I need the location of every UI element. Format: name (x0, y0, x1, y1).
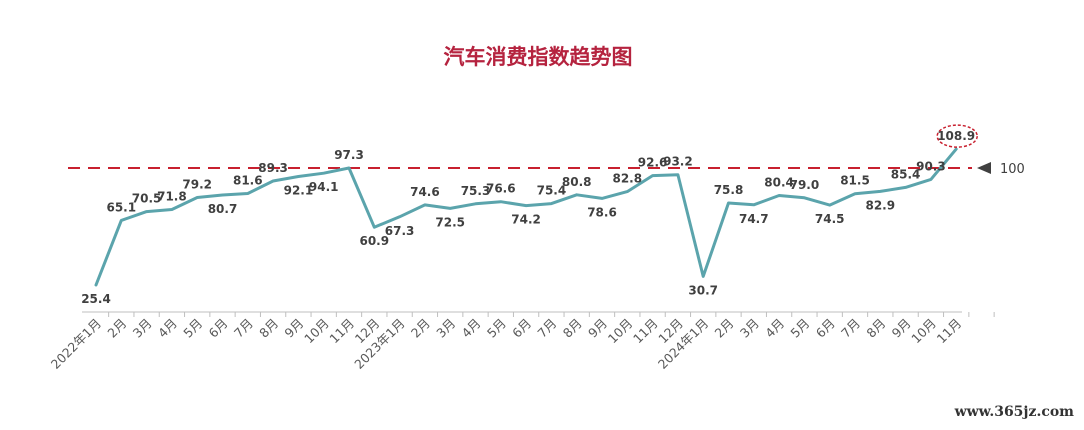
x-tick-label: 2月 (408, 316, 433, 341)
data-label: 85.4 (891, 167, 921, 181)
x-tick-label: 5月 (484, 316, 509, 341)
x-tick-label: 5月 (180, 316, 205, 341)
data-label: 82.8 (612, 172, 642, 186)
x-tick-label: 6月 (206, 316, 231, 341)
data-label: 75.4 (537, 184, 567, 198)
x-tick-label: 11月 (934, 316, 965, 347)
data-label: 76.6 (486, 182, 516, 196)
x-tick-label: 2022年1月 (48, 316, 104, 372)
data-label: 60.9 (359, 234, 389, 248)
data-label: 79.0 (790, 178, 820, 192)
x-tick-label: 4月 (459, 316, 484, 341)
x-tick-label: 10月 (605, 316, 636, 347)
x-tick-label: 11月 (326, 316, 357, 347)
data-label: 74.7 (739, 212, 769, 226)
x-tick-label: 3月 (433, 316, 458, 341)
data-label: 25.4 (81, 292, 111, 306)
x-tick-label: 8月 (560, 316, 585, 341)
x-tick-label: 8月 (863, 316, 888, 341)
x-tick-label: 2月 (104, 316, 129, 341)
x-tick-label: 10月 (301, 316, 332, 347)
x-tick-label: 3月 (737, 316, 762, 341)
data-label: 67.3 (385, 224, 415, 238)
x-tick-label: 2月 (712, 316, 737, 341)
x-axis-ticks (108, 312, 995, 317)
x-tick-label: 3月 (130, 316, 155, 341)
data-label: 82.9 (865, 198, 895, 212)
data-label: 74.5 (815, 212, 845, 226)
x-tick-label: 4月 (762, 316, 787, 341)
data-label: 89.3 (258, 161, 288, 175)
x-tick-label: 6月 (509, 316, 534, 341)
data-label: 94.1 (309, 180, 339, 194)
data-label: 80.4 (764, 176, 794, 190)
x-tick-label: 10月 (908, 316, 939, 347)
data-label: 92.6 (638, 156, 668, 170)
data-label: 79.2 (182, 177, 212, 191)
x-tick-label: 4月 (155, 316, 180, 341)
watermark: www.365jz.com (954, 404, 1075, 420)
data-label: 81.6 (233, 174, 263, 188)
reference-label: 100 (1000, 162, 1025, 177)
data-label: 93.2 (663, 155, 693, 169)
data-label: 97.3 (334, 148, 364, 162)
data-label: 30.7 (688, 283, 718, 297)
data-label: 72.5 (435, 215, 465, 229)
x-tick-label: 11月 (630, 316, 661, 347)
data-label: 90.3 (916, 159, 946, 173)
data-label: 75.8 (714, 183, 744, 197)
data-label: 108.9 (937, 129, 975, 143)
x-tick-label: 7月 (534, 316, 559, 341)
x-tick-label: 7月 (231, 316, 256, 341)
x-tick-label: 6月 (813, 316, 838, 341)
data-label: 81.5 (840, 174, 870, 188)
data-label: 92.1 (284, 183, 314, 197)
data-label: 71.8 (157, 189, 187, 203)
x-tick-label: 8月 (256, 316, 281, 341)
data-label: 74.6 (410, 185, 440, 199)
data-label: 75.3 (461, 184, 491, 198)
highlight-circle (936, 124, 978, 148)
chart-title: 汽车消费指数趋势图 (444, 45, 633, 69)
series-line (94, 147, 958, 287)
x-tick-label: 7月 (838, 316, 863, 341)
reference-arrow-icon (977, 162, 991, 174)
data-label: 70.5 (132, 192, 162, 206)
data-labels: 25.4 65.170.571.879.2 80.7 81.689.3 92.194.1… (81, 124, 978, 306)
data-label: 80.8 (562, 175, 592, 189)
data-label: 78.6 (587, 205, 617, 219)
data-label: 65.1 (106, 200, 136, 214)
data-label: 80.7 (208, 202, 238, 216)
x-tick-label: 5月 (787, 316, 812, 341)
data-label: 74.2 (511, 213, 541, 227)
